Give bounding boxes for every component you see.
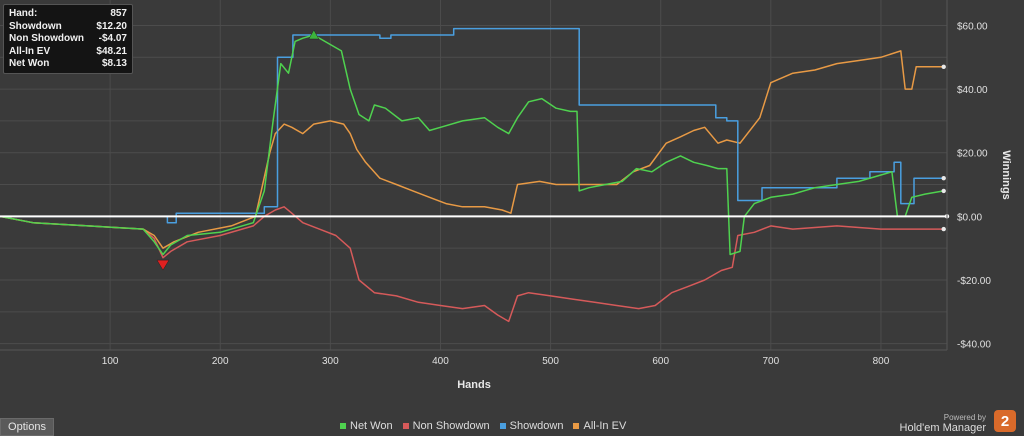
legend-swatch [340, 423, 346, 429]
x-tick-label: 100 [102, 356, 119, 367]
x-axis-title: Hands [457, 379, 491, 391]
stat-row: Hand: 857 [9, 8, 127, 21]
stat-row: All-In EV $48.21 [9, 46, 127, 59]
extreme-markers [156, 29, 320, 271]
series-end-point [941, 226, 946, 232]
legend-label: Showdown [509, 420, 564, 432]
branding: Powered by Hold'em Manager 2 [899, 410, 1016, 434]
x-tick-label: 400 [432, 356, 449, 367]
powered-by-text: Powered by [943, 413, 986, 422]
series-end-point [941, 188, 946, 194]
x-tick-label: 700 [762, 356, 779, 367]
x-tick-label: 200 [212, 356, 229, 367]
y-tick-label: -$40.00 [957, 340, 991, 351]
max-triangle-icon [308, 29, 320, 40]
stat-value: -$4.07 [98, 33, 127, 44]
y-tick-label: $0.00 [957, 212, 982, 223]
stat-value: $48.21 [96, 45, 127, 57]
x-tick-label: 300 [322, 356, 339, 367]
y-tick-label: $20.00 [957, 149, 988, 160]
legend-label: All-In EV [583, 420, 627, 432]
series-end-point [941, 64, 946, 70]
legend-label: Non Showdown [412, 420, 490, 432]
stat-row: Non Showdown -$4.07 [9, 33, 127, 46]
legend-swatch [573, 423, 580, 429]
y-tick-label: $60.00 [957, 21, 988, 32]
series-lines [0, 27, 950, 323]
plot-area [0, 0, 947, 350]
stat-label: Hand: [9, 8, 38, 19]
legend-item-all-in-ev[interactable]: All-In EV [573, 420, 626, 432]
options-button[interactable]: Options [0, 418, 54, 436]
stat-label: Non Showdown [9, 33, 84, 44]
y-tick-label: -$20.00 [957, 276, 991, 287]
stats-box: Hand: 857 Showdown $12.20 Non Showdown -$4.07… [3, 4, 133, 74]
stat-value: 857 [110, 8, 127, 19]
series-end-point [941, 175, 946, 181]
series-line-non-showdown [0, 206, 944, 323]
legend: Net Won Non Showdown Showdown All-In EV [340, 420, 626, 432]
stat-label: Showdown [9, 20, 62, 32]
hm2-logo-icon: 2 [994, 410, 1016, 432]
stat-label: All-In EV [9, 45, 51, 57]
stat-row: Showdown $12.20 [9, 21, 127, 34]
x-tick-label: 500 [542, 356, 559, 367]
legend-swatch [402, 423, 409, 429]
series-line-net-won [0, 34, 944, 256]
legend-item-showdown[interactable]: Showdown [499, 420, 564, 432]
x-tick-label: 600 [652, 356, 669, 367]
brand-name: Hold'em Manager [899, 422, 986, 434]
y-tick-label: $40.00 [957, 85, 988, 96]
min-triangle-icon [156, 259, 170, 271]
series-line-all-in-ev [0, 50, 944, 249]
stat-value: $12.20 [96, 20, 127, 32]
x-tick-label: 800 [873, 356, 890, 367]
legend-swatch [499, 423, 506, 429]
legend-item-net-won[interactable]: Net Won [340, 420, 393, 432]
legend-label: Net Won [350, 420, 393, 432]
legend-item-non-showdown[interactable]: Non Showdown [402, 420, 490, 432]
stat-label: Net Won [9, 58, 50, 69]
stat-value: $8.13 [101, 58, 127, 69]
stat-row: Net Won $8.13 [9, 58, 127, 71]
y-axis-title: Winnings [1000, 150, 1012, 199]
axes: 100 200 300 400 500 600 700 800 $60.00 $40.00 $20.… [0, 0, 991, 367]
